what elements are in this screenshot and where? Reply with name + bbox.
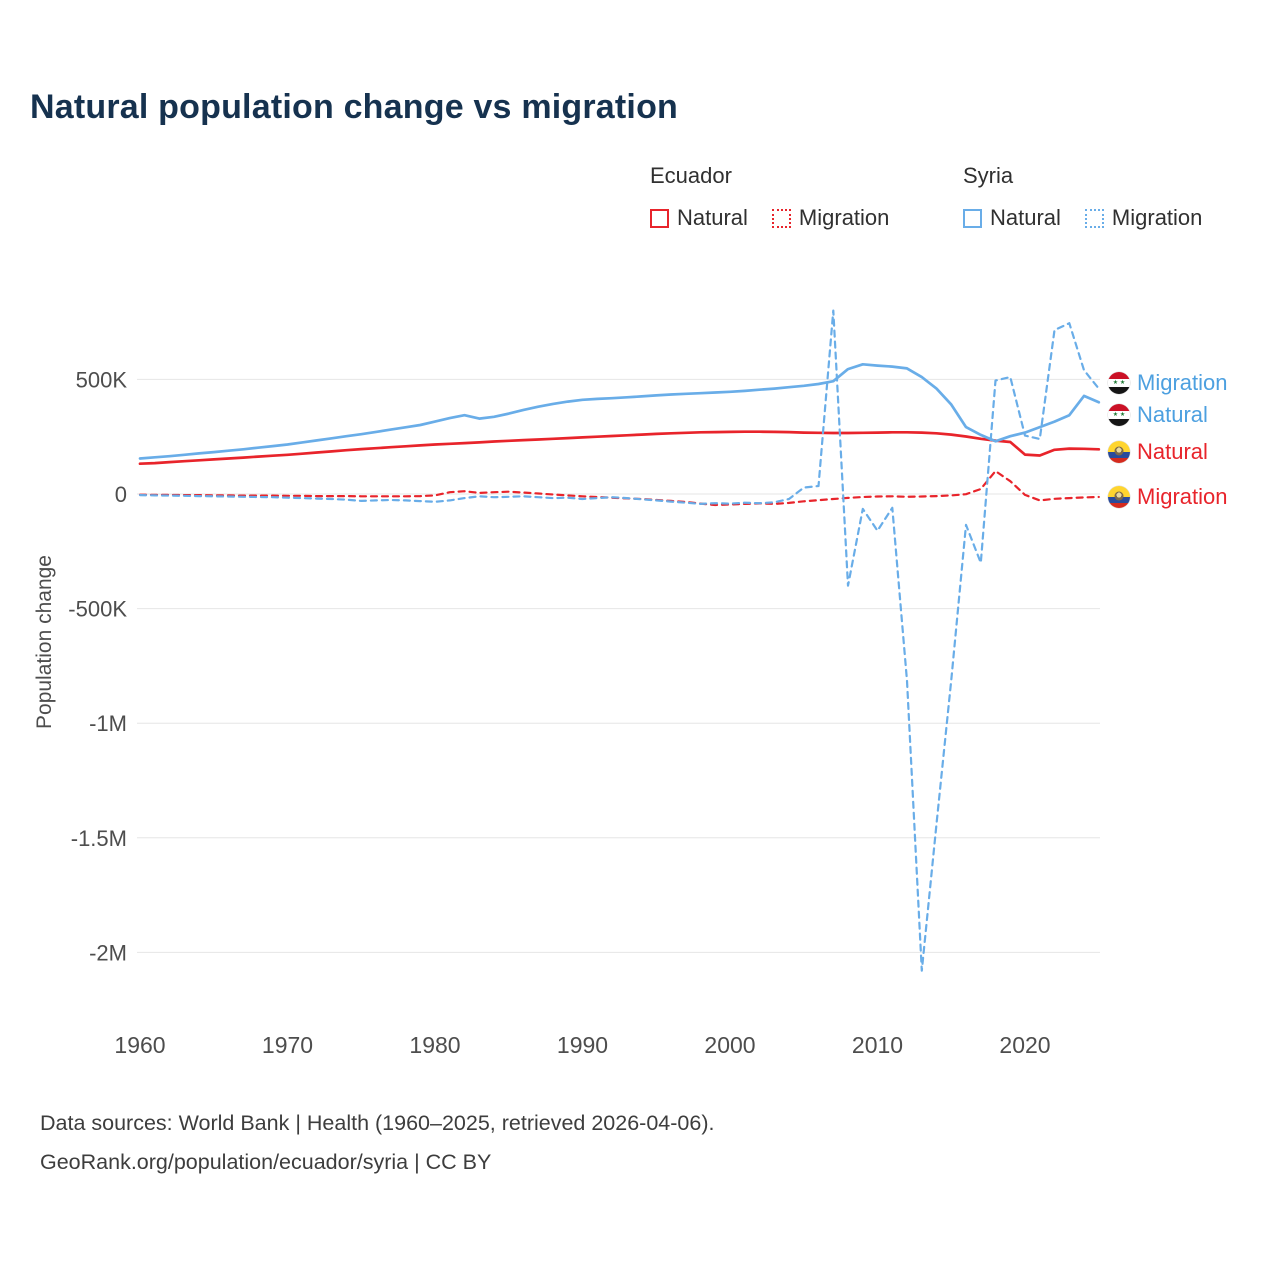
legend-item-syria-migration[interactable]: Migration [1084,205,1203,231]
legend-items-ecuador: Natural Migration [650,205,889,231]
legend-country-syria: Syria [963,163,1014,188]
y-tick-label: -1M [89,711,127,736]
series-line-ecuador-migration [138,470,1100,507]
series-line-syria-migration [138,309,1100,972]
series-label-text: Migration [1137,370,1228,395]
x-tick-label: 2010 [852,1032,903,1058]
series-label-text: Natural [1137,439,1208,464]
legend-item-label: Migration [798,205,890,230]
x-tick-label: 2020 [999,1032,1050,1058]
series-label-syria-natural: Natural [1108,402,1208,427]
syria-migration-swatch-icon [1084,208,1104,228]
y-tick-label: 500K [76,367,128,392]
data-sources-text: Data sources: World Bank | Health (1960–… [40,1111,715,1135]
ecuador-migration-swatch-icon [771,208,791,228]
series-label-ecuador-migration: Migration [1108,484,1228,509]
legend-item-label: Natural [990,205,1061,230]
y-tick-label: -2M [89,940,127,965]
series-label-text: Natural [1137,402,1208,427]
y-tick-label: 0 [115,482,127,507]
footer: Data sources: World Bank | Health (1960–… [40,1104,714,1181]
y-tick-label: -1.5M [71,826,127,851]
legend-group-ecuador: Ecuador Natural Migration [650,163,889,231]
legend-country-ecuador: Ecuador [650,163,732,188]
series-label-ecuador-natural: Natural [1108,439,1208,464]
legend-group-syria: Syria Natural Migration [963,163,1202,231]
series-line-syria-natural [138,362,1101,460]
syria-flag-icon [1108,372,1130,394]
x-tick-label: 1990 [557,1032,608,1058]
y-tick-label: -500K [68,597,127,622]
y-axis-title: Population change [33,555,56,729]
attribution-text: GeoRank.org/population/ecuador/syria | C… [40,1149,492,1174]
legend-items-syria: Natural Migration [963,205,1202,231]
series-label-syria-migration: Migration [1108,370,1228,395]
ecuador-natural-swatch-icon [650,208,669,228]
legend-item-label: Natural [677,205,748,230]
x-tick-label: 1960 [114,1032,165,1058]
legend-item-label: Migration [1111,205,1203,230]
ecuador-flag-icon [1108,441,1130,463]
legend-item-ecuador-natural[interactable]: Natural [650,205,748,231]
syria-natural-swatch-icon [963,208,982,228]
series-label-text: Migration [1137,484,1228,509]
ecuador-flag-icon [1108,486,1130,508]
legend-item-syria-natural[interactable]: Natural [963,205,1061,231]
chart-title: Natural population change vs migration [30,88,679,126]
x-tick-label: 1980 [409,1032,460,1058]
x-tick-label: 2000 [704,1032,755,1058]
legend-item-ecuador-migration[interactable]: Migration [771,205,890,231]
x-tick-label: 1970 [262,1032,313,1058]
syria-flag-icon [1108,404,1130,426]
series-line-ecuador-natural [138,430,1101,466]
